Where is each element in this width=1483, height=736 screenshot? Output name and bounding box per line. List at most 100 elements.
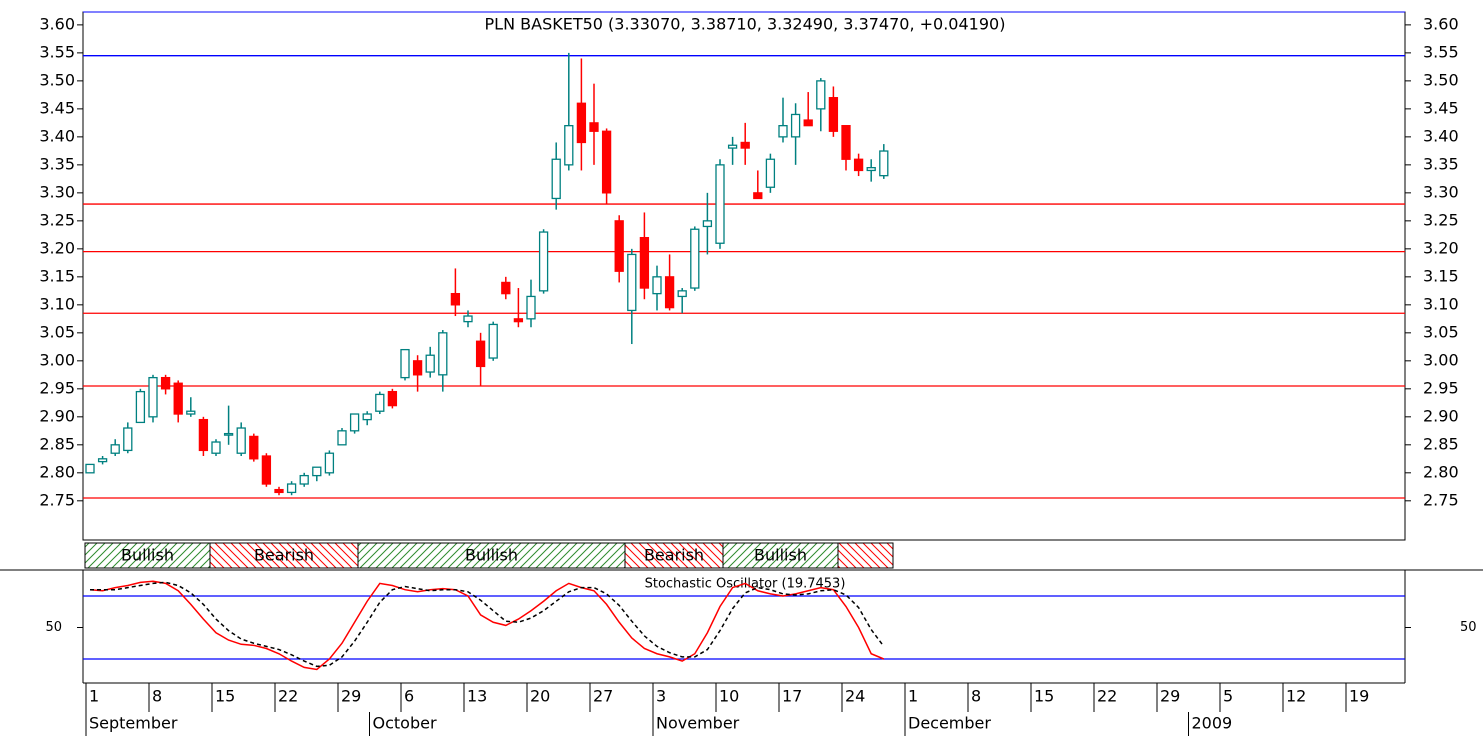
date-label: 24 xyxy=(845,687,865,706)
candle-body xyxy=(400,348,410,379)
candle-body xyxy=(337,430,347,446)
candle-body xyxy=(753,192,763,200)
candle-body xyxy=(614,220,624,272)
regime-band xyxy=(357,542,626,569)
y2-tick-label: 2.80 xyxy=(1423,462,1459,481)
month-label: October xyxy=(373,714,437,733)
candle-body xyxy=(173,382,183,415)
candle-body xyxy=(526,295,536,320)
date-label: 19 xyxy=(1349,687,1369,706)
regime-band xyxy=(84,542,211,569)
y2-tick-label: 3.50 xyxy=(1423,70,1459,89)
regime-band xyxy=(722,542,839,569)
candle-body xyxy=(387,390,398,407)
y-tick-label: 3.60 xyxy=(39,14,75,33)
y2-tick-label: 3.10 xyxy=(1423,294,1459,313)
candle-body xyxy=(501,281,511,295)
date-label: 8 xyxy=(152,687,162,706)
y-tick-label: 3.50 xyxy=(39,70,75,89)
y-tick-label: 3.40 xyxy=(39,126,75,145)
osc-tick-label-right: 50 xyxy=(1460,620,1477,635)
date-label: 12 xyxy=(1286,687,1306,706)
month-label: December xyxy=(908,714,991,733)
candle-body xyxy=(274,488,284,494)
candle-body xyxy=(97,458,108,463)
y2-tick-label: 3.60 xyxy=(1423,14,1459,33)
candle-body xyxy=(438,332,448,376)
date-label: 1 xyxy=(908,687,918,706)
candle-body xyxy=(450,292,461,306)
date-label: 20 xyxy=(530,687,550,706)
y-tick-label: 3.15 xyxy=(39,266,75,285)
candle-body xyxy=(576,102,587,144)
candle-body xyxy=(601,130,612,194)
candle-body xyxy=(513,318,524,323)
candle-body xyxy=(715,164,725,244)
candle-body xyxy=(816,80,826,110)
y-tick-label: 2.95 xyxy=(39,378,75,397)
candle-body xyxy=(211,441,221,454)
candle-body xyxy=(740,141,750,149)
month-label: 2009 xyxy=(1192,714,1233,733)
candle-body xyxy=(223,432,234,436)
candle-body xyxy=(236,427,246,454)
candle-body xyxy=(186,410,196,415)
regime-label: Bearish xyxy=(254,546,314,565)
y-tick-label: 2.80 xyxy=(39,462,75,481)
candle-body xyxy=(790,113,801,138)
osc-line xyxy=(90,581,885,668)
month-label: November xyxy=(656,714,740,733)
candle-body xyxy=(639,236,650,289)
date-label: 29 xyxy=(341,687,361,706)
chart-title: PLN BASKET50 (3.33070, 3.38710, 3.32490,… xyxy=(485,15,1006,34)
candle-body xyxy=(702,220,713,228)
y2-tick-label: 3.00 xyxy=(1423,350,1459,369)
date-label: 6 xyxy=(404,687,414,706)
y-tick-label: 3.10 xyxy=(39,294,75,313)
candle-body xyxy=(312,466,322,477)
month-label: September xyxy=(89,714,178,733)
candle-body xyxy=(690,228,700,289)
regime-label: Bullish xyxy=(121,546,174,565)
candle-body xyxy=(652,276,662,295)
y-tick-label: 3.35 xyxy=(39,154,75,173)
candle-body xyxy=(135,390,146,424)
candle-body xyxy=(463,315,473,323)
candle-body xyxy=(286,483,297,494)
y2-tick-label: 3.55 xyxy=(1423,42,1459,61)
date-label: 29 xyxy=(1160,687,1180,706)
regime-label: Bearish xyxy=(644,546,704,565)
candle-body xyxy=(85,463,95,474)
candle-body xyxy=(488,323,498,359)
y-tick-label: 3.55 xyxy=(39,42,75,61)
candle-body xyxy=(538,231,549,292)
date-label: 15 xyxy=(215,687,235,706)
candle-body xyxy=(627,253,637,312)
y2-tick-label: 3.35 xyxy=(1423,154,1459,173)
candle-body xyxy=(589,122,599,132)
y2-tick-label: 2.95 xyxy=(1423,378,1459,397)
candle-body xyxy=(778,125,788,138)
y-tick-label: 3.25 xyxy=(39,210,75,229)
candle-body xyxy=(664,276,675,309)
y-tick-label: 3.20 xyxy=(39,238,75,257)
y2-tick-label: 2.75 xyxy=(1423,490,1459,509)
date-label: 13 xyxy=(467,687,487,706)
y2-tick-label: 3.30 xyxy=(1423,182,1459,201)
candle-body xyxy=(677,290,687,298)
candle-body xyxy=(412,360,423,376)
regime-band xyxy=(209,542,359,569)
y2-tick-label: 3.25 xyxy=(1423,210,1459,229)
candle-body xyxy=(123,427,133,452)
y2-tick-label: 3.20 xyxy=(1423,238,1459,257)
date-label: 22 xyxy=(278,687,298,706)
candle-body xyxy=(160,376,171,390)
y2-tick-label: 2.90 xyxy=(1423,406,1459,425)
y2-tick-label: 3.45 xyxy=(1423,98,1459,117)
y-tick-label: 2.85 xyxy=(39,434,75,453)
y2-tick-label: 3.15 xyxy=(1423,266,1459,285)
date-label: 5 xyxy=(1223,687,1233,706)
candle-body xyxy=(841,125,851,160)
date-label: 15 xyxy=(1034,687,1054,706)
